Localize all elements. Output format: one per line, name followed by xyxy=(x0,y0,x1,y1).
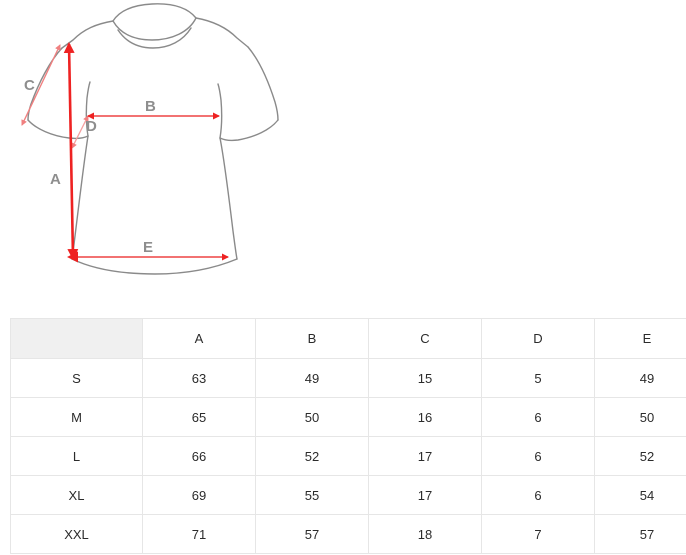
row-size-label: XXL xyxy=(10,514,143,554)
table-row: L 66 52 17 6 52 xyxy=(10,436,686,476)
cell-a: 71 xyxy=(142,514,256,554)
cell-d: 5 xyxy=(481,358,595,398)
row-size-label: S xyxy=(10,358,143,398)
cell-a: 66 xyxy=(142,436,256,476)
size-chart-container: A B C D E S 63 49 15 5 49 M 65 50 16 6 xyxy=(10,318,686,554)
cell-b: 50 xyxy=(255,397,369,437)
cell-e: 57 xyxy=(594,514,686,554)
cell-c: 15 xyxy=(368,358,482,398)
measurement-diagram: C D B A E xyxy=(21,3,279,275)
cell-c: 17 xyxy=(368,436,482,476)
cell-c: 17 xyxy=(368,475,482,515)
table-row: M 65 50 16 6 50 xyxy=(10,397,686,437)
cell-c: 18 xyxy=(368,514,482,554)
dimension-label-c: C xyxy=(24,77,35,94)
cell-c: 16 xyxy=(368,397,482,437)
row-size-label: XL xyxy=(10,475,143,515)
cell-e: 49 xyxy=(594,358,686,398)
column-header-d: D xyxy=(481,318,595,359)
cell-e: 52 xyxy=(594,436,686,476)
table-row: XL 69 55 17 6 54 xyxy=(10,475,686,515)
size-chart-table: A B C D E S 63 49 15 5 49 M 65 50 16 6 xyxy=(10,318,686,554)
cell-a: 69 xyxy=(142,475,256,515)
table-row: S 63 49 15 5 49 xyxy=(10,358,686,398)
dimension-label-a: A xyxy=(50,171,61,188)
table-row: XXL 71 57 18 7 57 xyxy=(10,514,686,554)
cell-e: 54 xyxy=(594,475,686,515)
cell-e: 50 xyxy=(594,397,686,437)
shirt-outline xyxy=(27,3,279,275)
dimension-label-b: B xyxy=(145,98,156,115)
t-shirt-illustration: C D B A E xyxy=(21,3,279,275)
cell-d: 6 xyxy=(481,436,595,476)
cell-a: 63 xyxy=(142,358,256,398)
cell-b: 49 xyxy=(255,358,369,398)
cell-b: 57 xyxy=(255,514,369,554)
dimension-label-e: E xyxy=(143,239,153,256)
cell-d: 7 xyxy=(481,514,595,554)
measurement-arrow-c xyxy=(21,44,61,126)
measurement-arrow-a xyxy=(63,42,79,260)
dimension-label-d: D xyxy=(86,118,97,135)
column-header-b: B xyxy=(255,318,369,359)
column-header-a: A xyxy=(142,318,256,359)
row-size-label: M xyxy=(10,397,143,437)
cell-a: 65 xyxy=(142,397,256,437)
cell-b: 52 xyxy=(255,436,369,476)
cell-d: 6 xyxy=(481,475,595,515)
cell-b: 55 xyxy=(255,475,369,515)
table-header-row: A B C D E xyxy=(10,318,686,359)
cell-d: 6 xyxy=(481,397,595,437)
column-header-e: E xyxy=(594,318,686,359)
column-header-c: C xyxy=(368,318,482,359)
table-corner-cell xyxy=(10,318,143,359)
row-size-label: L xyxy=(10,436,143,476)
